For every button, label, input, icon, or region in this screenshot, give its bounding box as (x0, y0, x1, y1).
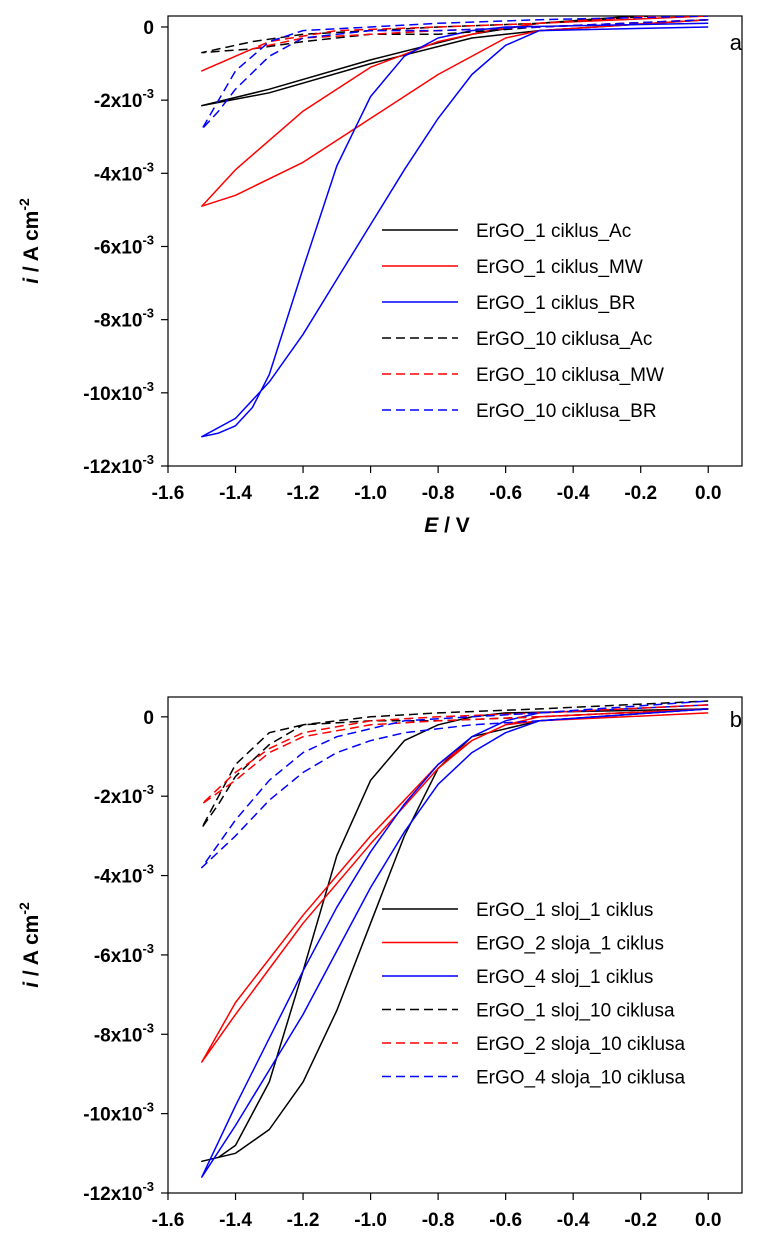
legend-label: ErGO_4 sloja_10 ciklusa (476, 1068, 686, 1089)
x-tick-label: 0.0 (695, 1210, 721, 1231)
x-tick-label: -1.0 (354, 1210, 387, 1231)
legend-label: ErGO_1 sloj_10 ciklusa (476, 1001, 675, 1022)
x-tick-label: 0.0 (695, 483, 721, 504)
y-tick-label: -12x10-3 (83, 1179, 154, 1205)
x-tick-label: -1.4 (219, 483, 252, 504)
legend-label: ErGO_1 sloj_1 ciklus (476, 900, 653, 921)
series-line-2 (201, 16, 709, 207)
legend-label: ErGO_2 sloja_1 ciklus (476, 934, 664, 955)
x-tick-label: -0.8 (422, 483, 455, 504)
x-tick-label: -0.6 (489, 483, 522, 504)
plot-frame (167, 696, 743, 1194)
x-tick-label: -1.2 (287, 483, 320, 504)
x-tick-label: -1.6 (152, 483, 185, 504)
x-tick-label: -0.4 (557, 483, 590, 504)
x-tick-label: -0.6 (489, 1210, 522, 1231)
y-tick-label: -2x10-3 (94, 782, 154, 808)
legend-label: ErGO_1 ciklus_MW (476, 257, 643, 278)
x-tick-label: -1.6 (152, 1210, 185, 1231)
y-tick-label: -8x10-3 (94, 306, 154, 332)
y-tick-label: -4x10-3 (94, 159, 154, 185)
y-tick-label: 0 (143, 708, 154, 729)
series-line-3 (201, 22, 709, 438)
chart-panel-b: -1.6 -1.4 -1.2 -1.0 -0.8 -0.6 -0.4 -0.2 0.0 0 -2x1… (16, 696, 743, 1231)
series-line-6 (201, 700, 709, 869)
y-tick-label: -6x10-3 (94, 232, 154, 258)
series-line-6 (201, 16, 709, 131)
x-tick-label: -0.8 (422, 1210, 455, 1231)
x-tick-label: -0.4 (557, 1210, 590, 1231)
legend-label: ErGO_10 ciklusa_Ac (476, 329, 652, 350)
y-tick-label: -4x10-3 (94, 862, 154, 888)
x-axis-label: E / V (424, 514, 470, 537)
y-tick-label: -6x10-3 (94, 941, 154, 967)
x-tick-label: -1.4 (219, 1210, 252, 1231)
x-tick-label: -1.2 (287, 1210, 320, 1231)
series-line-4 (201, 16, 709, 54)
legend-label: ErGO_1 ciklus_BR (476, 293, 635, 314)
y-tick-label: 0 (143, 18, 154, 39)
y-axis-label: i / A cm-2 (16, 902, 43, 988)
x-tick-label: -0.2 (624, 483, 657, 504)
series-line-2 (201, 708, 709, 1063)
y-tick-label: -12x10-3 (83, 452, 154, 478)
x-tick-label: -0.2 (624, 1210, 657, 1231)
y-tick-label: -8x10-3 (94, 1020, 154, 1046)
y-tick-label: -10x10-3 (83, 379, 154, 405)
panel-label: b (730, 707, 742, 732)
chart-panel-a: -1.6 -1.4 -1.2 -1.0 -0.8 -0.6 -0.4 -0.2 0.0 0 -2x1… (16, 15, 743, 537)
series-line-3 (201, 704, 709, 1178)
legend-label: ErGO_4 sloj_1 ciklus (476, 967, 653, 988)
panel-label: a (730, 30, 743, 55)
plot-frame (167, 15, 743, 467)
series-line-4 (201, 700, 709, 829)
legend-label: ErGO_10 ciklusa_MW (476, 365, 664, 386)
y-tick-label: -2x10-3 (94, 86, 154, 112)
y-axis-label: i / A cm-2 (16, 198, 43, 284)
legend-label: ErGO_1 ciklus_Ac (476, 221, 631, 242)
legend-label: ErGO_10 ciklusa_BR (476, 401, 657, 422)
x-tick-label: -1.0 (354, 483, 387, 504)
legend-label: ErGO_2 sloja_10 ciklusa (476, 1034, 686, 1055)
y-tick-label: -10x10-3 (83, 1100, 154, 1126)
